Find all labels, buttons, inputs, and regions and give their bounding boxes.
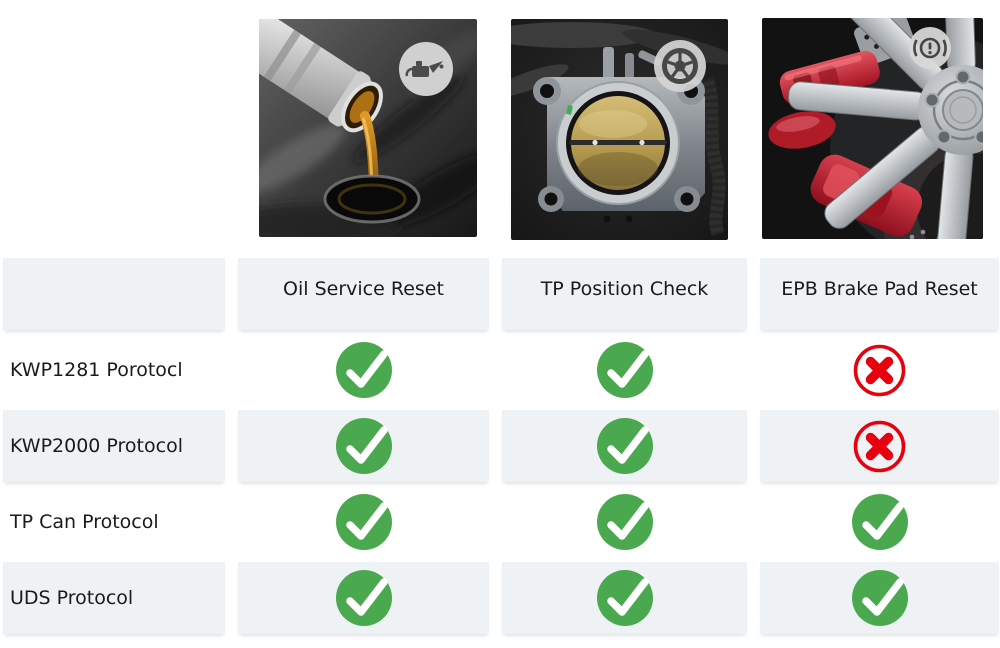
mark-kwp1281-oil	[238, 334, 489, 406]
comparison-table: Oil Service Reset TP Position Check EPB …	[3, 258, 999, 634]
wheel-hub	[918, 65, 983, 155]
header-cell-empty	[3, 258, 225, 330]
row-label-uds: UDS Protocol	[3, 562, 225, 634]
check-icon	[852, 494, 908, 550]
row-label-kwp2000: KWP2000 Protocol	[3, 410, 225, 482]
brake-warning-icon	[909, 27, 951, 69]
check-icon	[597, 494, 653, 550]
check-icon	[336, 342, 392, 398]
row-label-tp-can: TP Can Protocol	[10, 511, 159, 533]
check-icon	[597, 342, 653, 398]
oil-service-photo	[259, 19, 477, 237]
mark-kwp2000-epb	[760, 410, 999, 482]
throttle-position-photo	[511, 19, 728, 240]
mark-uds-oil	[238, 562, 489, 634]
mark-uds-epb	[760, 562, 999, 634]
mark-kwp2000-oil	[238, 410, 489, 482]
check-icon	[336, 570, 392, 626]
mark-kwp2000-tp	[502, 410, 747, 482]
throttle-position-photo-art	[511, 19, 728, 240]
check-icon	[597, 570, 653, 626]
row-label-kwp1281: KWP1281 Porotocl	[10, 359, 183, 381]
epb-brake-photo	[762, 18, 983, 239]
mark-kwp1281-epb	[760, 334, 999, 406]
mark-tpcan-oil	[238, 486, 489, 558]
oil-bottle	[259, 19, 383, 133]
mark-uds-tp	[502, 562, 747, 634]
check-icon	[336, 418, 392, 474]
mark-tpcan-epb	[760, 486, 999, 558]
cross-icon	[853, 420, 906, 473]
wheel-icon	[654, 40, 706, 92]
mark-kwp1281-tp	[502, 334, 747, 406]
oil-filler-hole	[323, 174, 421, 224]
throttle-bore	[556, 81, 680, 205]
oil-service-photo-art	[259, 19, 477, 237]
check-icon	[852, 570, 908, 626]
header-cell-tp-position-check: TP Position Check	[502, 258, 747, 330]
epb-brake-photo-art	[762, 18, 983, 239]
oil-can-icon	[399, 42, 453, 96]
wiring-loom	[700, 76, 726, 237]
header-cell-epb-brake-pad-reset: EPB Brake Pad Reset	[760, 258, 999, 330]
check-icon	[597, 418, 653, 474]
lug-nuts	[924, 69, 983, 145]
header-cell-oil-service-reset: Oil Service Reset	[238, 258, 489, 330]
mark-tpcan-tp	[502, 486, 747, 558]
cross-icon	[853, 344, 906, 397]
check-icon	[336, 494, 392, 550]
